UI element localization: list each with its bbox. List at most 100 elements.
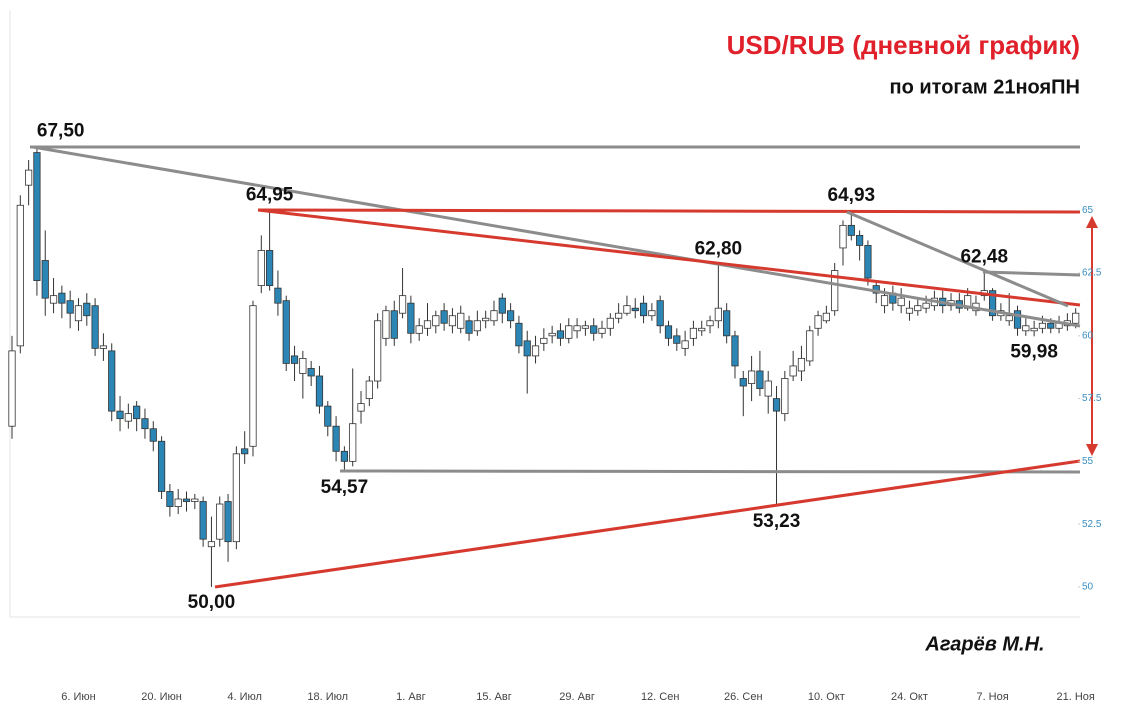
- candle-body: [1047, 322, 1055, 329]
- candle-body: [16, 204, 24, 347]
- candle-body: [781, 378, 789, 415]
- candle-body: [914, 305, 922, 312]
- x-tick-label: 29. Авг: [559, 691, 595, 703]
- candle-body: [83, 302, 91, 317]
- x-tick-label: 21. Ноя: [1056, 691, 1094, 703]
- candle-body: [374, 320, 382, 382]
- candle-body: [615, 312, 623, 319]
- candle-body: [581, 325, 589, 329]
- candle-body: [856, 234, 864, 246]
- candle-body: [864, 245, 872, 279]
- candle-body: [739, 378, 747, 387]
- x-tick-label: 7. Ноя: [976, 691, 1008, 703]
- candle-body: [606, 317, 614, 329]
- candle-body: [432, 315, 440, 327]
- candle-body: [382, 310, 390, 339]
- candle-body: [340, 450, 349, 462]
- candle-body: [847, 224, 855, 236]
- candle-body: [515, 322, 523, 347]
- x-tick-label: 6. Июн: [61, 691, 95, 703]
- x-tick-label: 10. Окт: [808, 691, 845, 703]
- candle-body: [814, 315, 822, 329]
- plot-area: [8, 147, 1080, 587]
- candle-body: [897, 297, 905, 307]
- candle-body: [182, 498, 191, 502]
- candle-body: [747, 370, 756, 384]
- candle-body: [772, 398, 781, 412]
- annotation: 64,95: [246, 185, 294, 206]
- candle-body: [473, 320, 481, 332]
- candle-body: [714, 307, 722, 322]
- annotation: 53,23: [753, 511, 801, 532]
- candle-body: [565, 325, 573, 339]
- y-tick-label: 55: [1082, 456, 1094, 467]
- annotation: 62,80: [695, 239, 743, 260]
- candle-body: [723, 310, 731, 337]
- candle-body: [465, 320, 473, 334]
- candle-body: [266, 250, 274, 287]
- candle-body: [648, 310, 656, 317]
- candle-body: [839, 224, 847, 249]
- frame: [9, 10, 1080, 618]
- candle-body: [1038, 322, 1047, 329]
- candle-body: [598, 327, 606, 334]
- candle-body: [556, 330, 565, 339]
- annotation: 67,50: [37, 121, 85, 142]
- y-tick-label: 50: [1082, 582, 1094, 593]
- candle-body: [806, 330, 814, 362]
- candle-body: [922, 302, 930, 309]
- candle-body: [307, 368, 315, 377]
- candle-body: [573, 325, 581, 332]
- candle-body: [880, 295, 889, 307]
- candle-body: [199, 501, 207, 540]
- candle-body: [91, 305, 99, 349]
- candle-body: [440, 310, 448, 324]
- candle-body: [116, 410, 124, 420]
- candle-body: [124, 413, 132, 422]
- candle-body: [25, 169, 33, 186]
- candle-body: [315, 375, 324, 407]
- candle-body: [664, 325, 673, 339]
- chart-title: USD/RUB (дневной график): [727, 30, 1080, 60]
- y-tick-label: 62.5: [1082, 268, 1102, 279]
- candle-body: [166, 491, 174, 507]
- candle-body: [631, 307, 639, 312]
- candle-body: [639, 302, 648, 317]
- candle-body: [673, 335, 681, 344]
- candle-body: [756, 370, 764, 389]
- candle-body: [66, 300, 74, 314]
- candle-body: [290, 355, 299, 364]
- candle-body: [41, 260, 49, 299]
- candle-body: [299, 358, 307, 374]
- candle-body: [407, 302, 415, 334]
- candle-body: [490, 310, 498, 322]
- candle-body: [623, 305, 631, 314]
- candle-body: [191, 498, 199, 502]
- candle-body: [108, 350, 116, 412]
- candle-body: [797, 358, 806, 372]
- x-tick-label: 26. Сен: [724, 691, 762, 703]
- candle-body: [141, 418, 149, 430]
- candle-body: [531, 345, 540, 357]
- candle-body: [822, 312, 830, 322]
- x-tick-label: 20. Июн: [141, 691, 182, 703]
- candle-body: [332, 425, 340, 452]
- candle-body: [99, 345, 108, 349]
- candle-body: [398, 295, 407, 314]
- candle-body: [831, 270, 839, 312]
- candle-body: [207, 541, 216, 548]
- author: Агарёв М.Н.: [924, 633, 1044, 655]
- candle-body: [249, 305, 257, 447]
- candle-body: [1022, 325, 1030, 332]
- candle-body: [731, 335, 739, 367]
- x-tick-label: 24. Окт: [891, 691, 928, 703]
- candle-body: [656, 300, 664, 327]
- candle-body: [540, 337, 548, 344]
- y-tick-label: 57.5: [1082, 393, 1102, 404]
- candle-body: [590, 325, 598, 334]
- annotation: 50,00: [188, 592, 236, 613]
- annotation: 64,93: [828, 185, 876, 206]
- candle-body: [8, 350, 16, 427]
- candle-body: [448, 315, 457, 327]
- candle-body: [174, 498, 182, 507]
